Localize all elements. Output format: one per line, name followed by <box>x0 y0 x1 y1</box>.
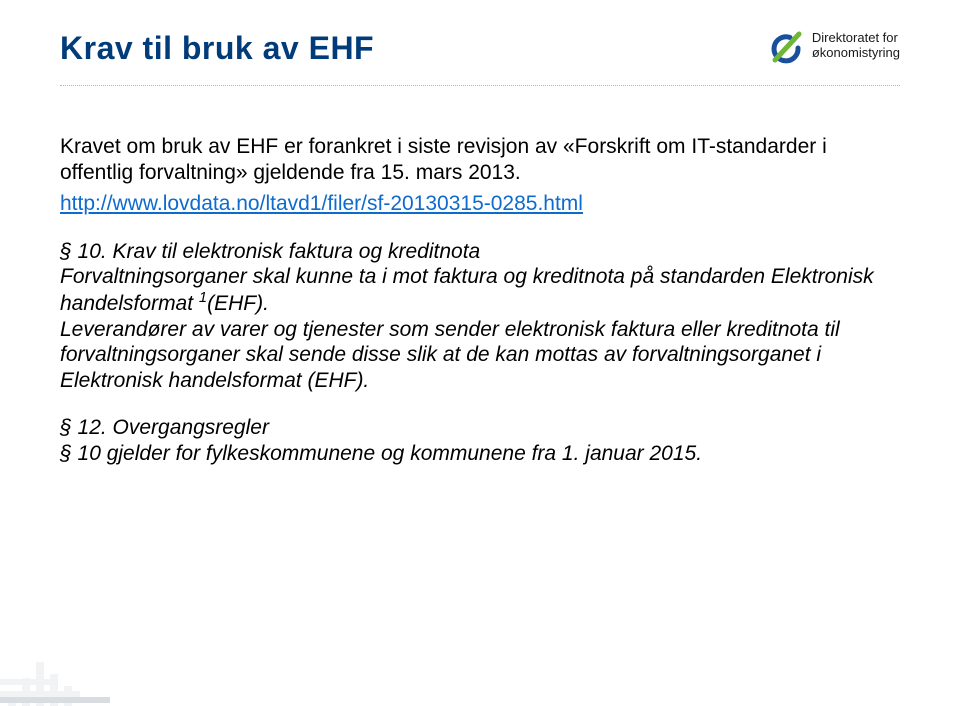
section-10-heading: § 10. Krav til elektronisk faktura og kr… <box>60 239 900 265</box>
intro-link[interactable]: http://www.lovdata.no/ltavd1/filer/sf-20… <box>60 191 900 217</box>
section-10-body1-sup: 1 <box>199 290 207 306</box>
footer-deco-icon <box>0 626 140 706</box>
section-10-body2: Leverandører av varer og tjenester som s… <box>60 317 900 394</box>
section-10-body1-pre: Forvaltningsorganer skal kunne ta i mot … <box>60 265 874 315</box>
section-12-body: § 10 gjelder for fylkeskommunene og komm… <box>60 441 900 467</box>
logo-text: Direktoratet for økonomistyring <box>812 31 900 61</box>
section-10-body1-post: (EHF). <box>207 292 269 315</box>
title-row: Krav til bruk av EHF Direktoratet for øk… <box>60 30 900 67</box>
page-title: Krav til bruk av EHF <box>60 30 374 67</box>
logo-line1: Direktoratet for <box>812 31 900 46</box>
intro-text: Kravet om bruk av EHF er forankret i sis… <box>60 134 900 187</box>
section-10: § 10. Krav til elektronisk faktura og kr… <box>60 239 900 394</box>
logo: Direktoratet for økonomistyring <box>768 30 900 66</box>
section-12-heading: § 12. Overgangsregler <box>60 415 900 441</box>
logo-mark-icon <box>768 30 804 66</box>
divider <box>60 85 900 86</box>
slide: Krav til bruk av EHF Direktoratet for øk… <box>0 0 960 706</box>
logo-line2: økonomistyring <box>812 46 900 61</box>
section-12: § 12. Overgangsregler § 10 gjelder for f… <box>60 415 900 466</box>
